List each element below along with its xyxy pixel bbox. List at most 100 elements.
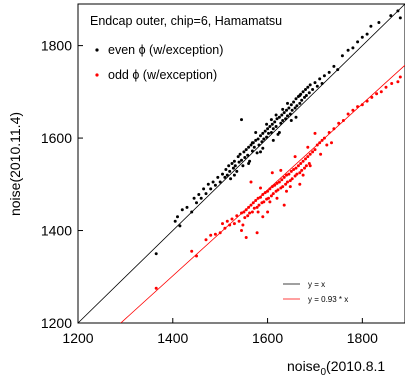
x-tick-label: 1600 [252,330,283,346]
data-point-odd [308,152,312,156]
data-point-odd [225,219,229,223]
data-point-even [311,88,315,91]
data-point-even [389,14,393,18]
data-point-even [356,40,360,44]
data-point-odd [237,219,241,223]
data-point-odd [286,180,289,184]
data-point-odd [304,164,308,168]
data-point-odd [280,178,284,182]
data-point-odd [341,119,345,122]
data-point-even [332,64,336,68]
data-point-odd [242,210,246,214]
data-point-odd [230,217,234,221]
data-point-even [377,21,381,24]
data-point-even [240,158,243,162]
data-point-odd [292,168,296,171]
data-point-even [256,137,260,141]
data-point-odd [267,196,270,200]
data-point-odd [360,103,364,107]
data-point-even [275,117,279,121]
data-point-even [303,95,306,99]
data-point-odd [284,182,288,186]
data-point-even [308,83,312,87]
data-point-even [294,115,298,119]
data-point-even [223,175,227,179]
data-point-even [261,146,265,150]
data-point-odd [241,223,245,227]
data-point-even [257,143,261,147]
data-point-odd [301,159,305,163]
legend-top: even ϕ (w/exception) odd ϕ (w/exception) [95,43,223,82]
data-point-odd [248,211,252,215]
data-point-odd [276,188,280,192]
data-point-even [270,122,274,126]
data-point-even [230,162,234,165]
data-point-even [263,129,267,133]
y-tick-label: 1600 [41,130,72,146]
data-point-even [195,201,198,205]
data-point-even [294,97,298,101]
data-point-even [369,24,373,28]
data-point-even [293,106,297,110]
data-point-odd [266,189,270,193]
data-point-even [288,112,292,116]
data-point-odd [325,143,329,147]
data-point-odd [330,141,333,145]
x-tick-label: 1400 [157,330,188,346]
data-point-odd [304,157,307,161]
legend-label-even: even ϕ (w/exception) [108,43,223,57]
data-point-even [250,149,254,153]
data-point-odd [221,222,224,226]
data-point-odd [379,90,383,94]
data-point-even [307,91,311,95]
data-point-odd [332,127,336,131]
data-point-even [236,155,240,159]
data-point-even [279,121,283,125]
data-point-odd [268,187,272,191]
data-point-odd [289,169,293,173]
chart-title: Endcap outer, chip=6, Hamamatsu [90,14,282,28]
data-point-odd [273,183,277,187]
data-point-even [360,35,364,39]
data-point-odd [356,105,360,109]
data-point-odd [319,152,323,156]
data-point-odd [244,236,248,239]
data-point-even [254,138,258,142]
data-point-even [238,152,242,156]
data-point-even [180,208,184,212]
data-point-odd [396,80,400,84]
data-point-odd [223,226,227,230]
data-point-odd [259,195,262,199]
data-point-odd [300,168,304,172]
data-point-even [292,100,296,104]
data-point-even [289,103,293,107]
data-point-even [277,115,281,119]
x-axis-label: noise0(2010.8.1 [287,358,385,378]
data-point-even [274,125,278,128]
data-point-even [211,180,215,184]
data-point-odd [243,216,247,220]
data-point-odd [195,254,198,258]
data-point-even [209,187,213,191]
data-point-odd [262,200,266,204]
data-point-even [176,215,179,219]
data-point-odd [318,141,322,145]
data-point-even [243,156,247,159]
data-point-even [286,101,289,105]
data-point-odd [313,148,317,152]
data-point-odd [313,131,317,135]
data-point-odd [261,193,265,196]
data-point-even [281,119,285,122]
data-point-even [396,9,400,13]
data-point-odd [384,85,388,89]
data-point-even [225,173,229,177]
data-point-even [268,125,272,128]
data-point-odd [269,194,273,198]
data-point-even [265,135,269,139]
data-point-even [320,82,324,85]
data-point-even [289,119,293,122]
data-point-odd [351,108,355,112]
data-point-even [271,138,275,142]
data-point-odd [154,286,158,290]
data-point-even [247,162,251,165]
